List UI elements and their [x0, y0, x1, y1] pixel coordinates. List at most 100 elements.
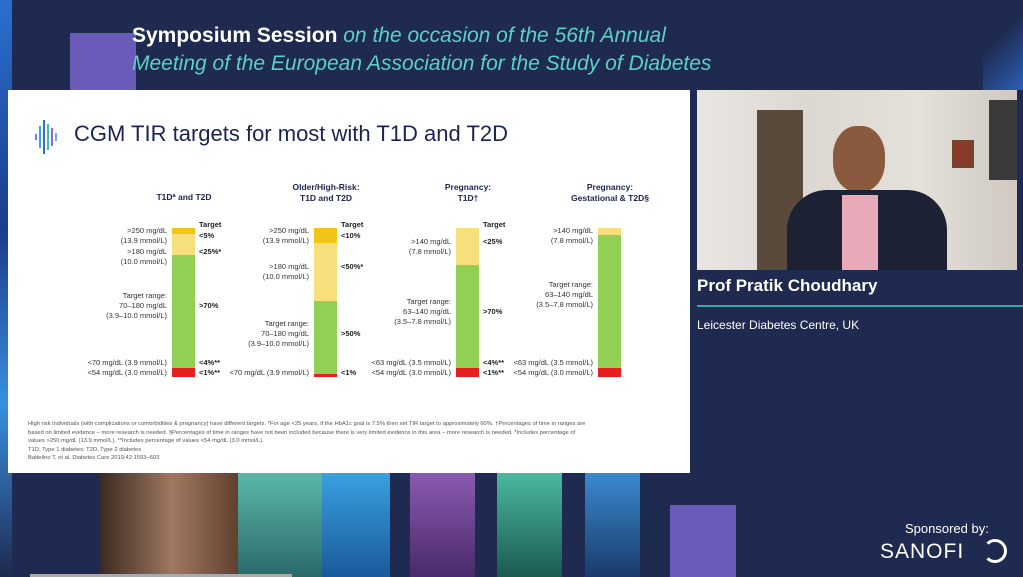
range-label: Target range:: [264, 318, 309, 328]
range-label: (13.9 mmol/L): [120, 236, 167, 245]
target-value: <5%: [199, 231, 215, 240]
image-tile: [497, 473, 562, 577]
target-value: <25%: [483, 236, 503, 246]
bar-segment-target: [172, 254, 195, 369]
wall-frame: [952, 140, 974, 168]
header-bold: Symposium Session: [132, 24, 338, 47]
speaker-head: [833, 126, 885, 192]
presentation-slide: CGM TIR targets for most with T1D and T2…: [8, 90, 690, 473]
range-label: >180 mg/dL: [269, 261, 309, 271]
bar-segment-low: [456, 368, 479, 377]
column-title: T1D and T2D: [300, 193, 352, 203]
range-label: (7.8 mmol/L): [408, 246, 451, 256]
decor-block: [70, 33, 136, 90]
decor-edge-right: [983, 0, 1023, 90]
column-title: Pregnancy:: [586, 182, 634, 192]
speaker-shirt: [842, 195, 878, 270]
speaker-name: Prof Pratik Choudhary: [697, 276, 878, 295]
range-label: (10.0 mmol/L): [120, 257, 167, 266]
bar-segment-high: [598, 228, 621, 236]
bar-segment-very_high: [314, 228, 337, 243]
range-label: >140 mg/dL: [411, 236, 451, 246]
waveform-logo-icon: [35, 120, 57, 154]
range-label: (3.5–7.8 mmol/L): [536, 300, 593, 310]
target-header: Target: [199, 220, 222, 229]
footnote-abbrev: T1D, Type 1 diabetes; T2D, Type 2 diabet…: [28, 446, 142, 453]
bar-segment-low: [314, 374, 337, 377]
speaker-affiliation: Leicester Diabetes Centre, UK: [697, 318, 860, 332]
column-title: Older/High-Risk:: [292, 182, 360, 192]
session-header: Symposium Session on the occasion of the…: [132, 22, 711, 78]
range-label: Target range:: [406, 296, 451, 306]
target-value: <1%: [341, 368, 357, 377]
range-label: >250 mg/dL: [269, 226, 309, 235]
range-label: 63–140 mg/dL: [545, 290, 593, 300]
image-tile: [410, 473, 475, 577]
image-tile: [100, 473, 245, 577]
speaker-video: [697, 90, 1017, 270]
bar-segment-very_high: [172, 228, 195, 234]
image-tile: [322, 473, 390, 577]
bar-segment-low: [172, 368, 195, 377]
footnote: High risk individuals (with complication…: [28, 420, 588, 463]
progress-bar: [30, 574, 292, 577]
range-label: (10.0 mmol/L): [262, 271, 309, 281]
range-label: 70–180 mg/dL: [261, 328, 309, 338]
header-italic-1: on the occasion of the 56th Annual: [343, 24, 666, 47]
bar-segment-high: [314, 242, 337, 301]
target-value: >50%: [341, 328, 361, 338]
range-label: (3.5–7.8 mmol/L): [394, 316, 451, 326]
target-value: >70%: [199, 300, 219, 310]
range-label: >140 mg/dL: [553, 226, 593, 235]
target-value: >70%: [483, 306, 503, 316]
decor-block: [670, 505, 736, 577]
target-header: Target: [341, 220, 364, 229]
range-label: Target range:: [548, 280, 593, 290]
range-label: (13.9 mmol/L): [262, 236, 309, 245]
target-value: <1%**: [199, 368, 221, 377]
range-label: <54 mg/dL (3.0 mmol/L): [371, 368, 451, 377]
footnote-reference: Battelino T, et al. Diabetes Care 2019;4…: [28, 455, 160, 461]
range-label: <70 mg/dL (3.9 mmol/L): [87, 358, 167, 367]
bar-segment-target: [598, 235, 621, 369]
slide-title: CGM TIR targets for most with T1D and T2…: [74, 121, 509, 146]
range-label: Target range:: [122, 290, 167, 300]
column-title: T1D†: [457, 193, 479, 203]
sanofi-logo-icon: [983, 539, 1007, 563]
range-label: (3.9–10.0 mmol/L): [248, 338, 309, 348]
range-label: 63–140 mg/dL: [403, 306, 451, 316]
target-value: <1%**: [483, 368, 505, 377]
bar-segment-high: [456, 228, 479, 266]
target-value: <10%: [341, 231, 361, 240]
column-title: Gestational & T2D§: [571, 193, 649, 203]
range-label: 70–180 mg/dL: [119, 300, 167, 310]
range-label: >180 mg/dL: [127, 247, 167, 256]
bar-segment-low: [598, 368, 621, 377]
bar-segment-target: [314, 301, 337, 374]
range-label: <63 mg/dL (3.5 mmol/L): [371, 358, 451, 367]
range-label: (7.8 mmol/L): [550, 236, 593, 245]
range-label: <54 mg/dL (3.0 mmol/L): [513, 368, 593, 377]
footnote-text: High risk individuals (with complication…: [28, 421, 586, 444]
wall-poster: [989, 100, 1017, 180]
bar-segment-target: [456, 265, 479, 369]
range-label: <54 mg/dL (3.0 mmol/L): [87, 368, 167, 377]
column-title: T1Dª and T2D: [156, 192, 212, 202]
header-italic-2: Meeting of the European Association for …: [132, 52, 712, 75]
target-value: <4%**: [483, 358, 505, 367]
target-header: Target: [483, 220, 506, 229]
target-value: <25%*: [199, 247, 222, 256]
divider: [697, 305, 1023, 307]
target-value: <4%**: [199, 358, 221, 367]
sponsor-logo-text: SANOFI: [880, 540, 965, 563]
image-tile: [238, 473, 322, 577]
target-value: <50%*: [341, 261, 364, 271]
image-tile: [585, 473, 640, 577]
range-label: (3.9–10.0 mmol/L): [106, 310, 167, 320]
sponsor-label: Sponsored by:: [905, 521, 989, 536]
range-label: <63 mg/dL (3.5 mmol/L): [513, 358, 593, 367]
column-title: Pregnancy:: [444, 182, 492, 192]
range-label: <70 mg/dL (3.9 mmol/L): [229, 368, 309, 377]
bar-segment-high: [172, 233, 195, 255]
range-label: >250 mg/dL: [127, 226, 167, 235]
